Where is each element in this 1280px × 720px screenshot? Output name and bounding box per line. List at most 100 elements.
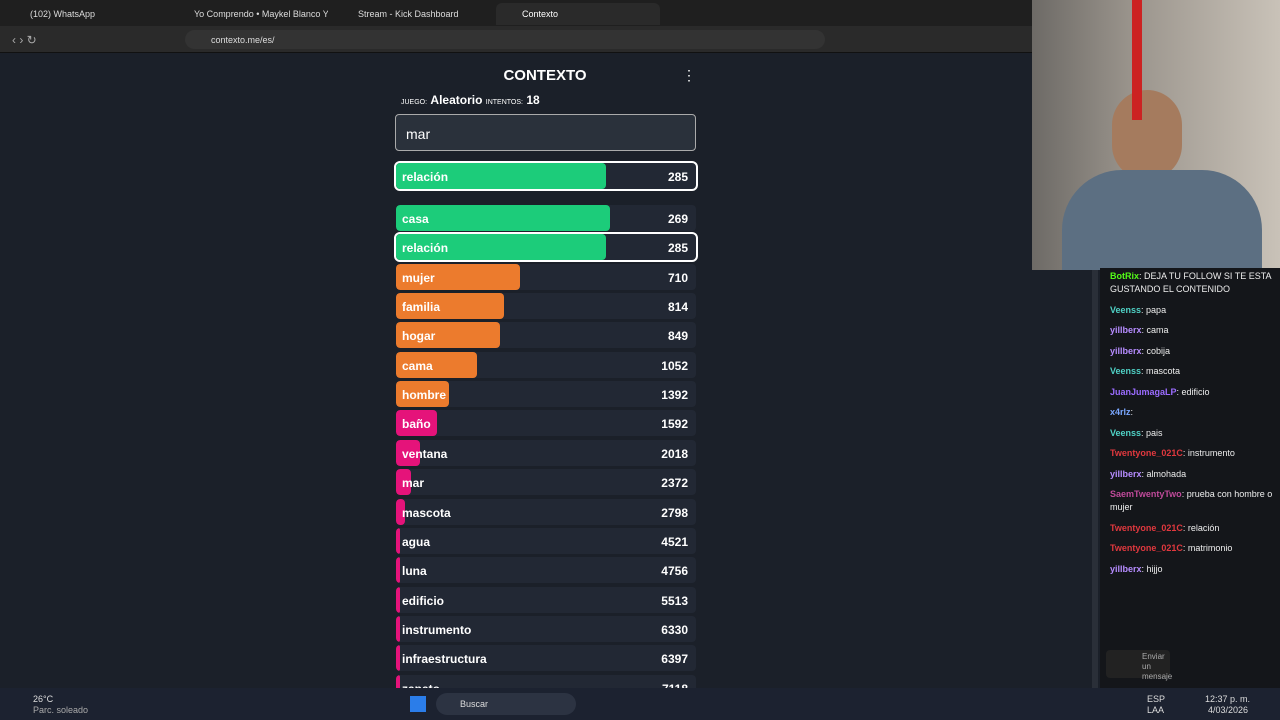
guess-rank: 1052: [661, 358, 688, 373]
username[interactable]: Veenss: [1110, 304, 1142, 315]
guess-word: baño: [402, 417, 431, 432]
username[interactable]: Veenss: [1110, 427, 1142, 438]
guess-rank: 285: [667, 241, 688, 256]
guess-input[interactable]: mar: [395, 114, 696, 151]
colon: :: [1141, 366, 1147, 376]
message-text: papa: [1146, 304, 1167, 315]
input-text: mar: [406, 126, 431, 142]
rank-bar: [396, 469, 412, 496]
guess-row: zapato 7118: [396, 674, 696, 688]
guess-word: hogar: [402, 329, 436, 344]
guess-row: familia 814: [396, 293, 696, 320]
guess-word: relación: [402, 170, 449, 184]
guess-rank: 269: [667, 212, 688, 226]
rank-bar: [396, 498, 406, 525]
chat-message: Veenss: mascota: [1110, 365, 1276, 378]
guess-rank: 285: [667, 170, 688, 184]
message-text: DEJA TU FOLLOW SI TE ESTA GUSTANDO EL CO…: [1110, 271, 1272, 294]
scrollbar: [1092, 53, 1098, 688]
message-text: cobija: [1146, 345, 1171, 356]
guess-rank: 849: [667, 329, 688, 344]
message-text: cama: [1146, 325, 1169, 335]
guess-word: familia: [402, 300, 441, 315]
tab[interactable]: Stream - Kick Dashboard: [358, 9, 459, 19]
username[interactable]: SaemTwentyTwo: [1110, 489, 1182, 499]
temp: 26°C: [33, 694, 54, 704]
shirt: [1062, 170, 1262, 270]
tab[interactable]: (102) WhatsApp: [30, 9, 96, 19]
username[interactable]: x4rlz: [1110, 407, 1131, 417]
username[interactable]: Twentyone_021C: [1110, 543, 1183, 553]
search: Buscar: [460, 699, 489, 709]
username[interactable]: yillberx: [1110, 468, 1142, 479]
menu-button[interactable]: ⋮: [682, 67, 696, 83]
colon: :: [1141, 345, 1147, 356]
chat-input[interactable]: Enviar un mensaje: [1106, 650, 1173, 681]
guess-rank: 814: [667, 300, 688, 315]
guess-rank: 2018: [661, 446, 688, 461]
address-bar: ‹ › ↻ contexto.me/es/: [0, 26, 1032, 53]
rank-bar: [396, 527, 400, 554]
username[interactable]: Twentyone_021C: [1110, 522, 1183, 533]
rank-bar: [396, 645, 400, 672]
search-box[interactable]: Buscar: [436, 693, 576, 715]
tab[interactable]: Yo Comprendo • Maykel Blanco Y: [194, 9, 328, 19]
guess-rank: 5513: [661, 593, 688, 608]
username[interactable]: yillberx: [1110, 325, 1142, 335]
value: Aleatorio: [430, 93, 483, 107]
guess-rank: 4756: [661, 564, 688, 579]
webcam: [1032, 0, 1280, 270]
guess-rank: 710: [667, 270, 688, 285]
username[interactable]: yillberx: [1110, 345, 1142, 356]
rank-bar: [396, 674, 400, 688]
username[interactable]: JuanJumagaLP: [1110, 386, 1177, 397]
message-text: almohada: [1146, 468, 1187, 479]
guess-row: relación 285: [394, 161, 698, 191]
guess-row: edificio 5513: [396, 586, 696, 613]
door: [1132, 0, 1142, 120]
guess-row: baño 1592: [396, 410, 696, 437]
guess-word: ventana: [402, 446, 448, 461]
guess-row: hombre 1392: [396, 381, 696, 408]
guess-word: mujer: [402, 270, 435, 285]
label: JUEGO:: [401, 99, 428, 106]
rank-bar: [396, 234, 607, 261]
guess-rank: 6397: [661, 652, 688, 667]
guess-row: casa 269: [396, 205, 696, 231]
chat-message: BotRix: DEJA TU FOLLOW SI TE ESTA GUSTAN…: [1110, 270, 1276, 296]
rank-bar: [396, 381, 449, 408]
nav-buttons[interactable]: ‹ › ↻: [12, 33, 37, 47]
tab[interactable]: Contexto: [496, 3, 660, 25]
guess-word: cama: [402, 358, 433, 373]
username[interactable]: BotRix: [1110, 271, 1139, 281]
colon: :: [1141, 563, 1147, 574]
rank-bar: [396, 439, 421, 466]
start[interactable]: [410, 696, 426, 712]
game-title: CONTEXTO: [503, 67, 587, 84]
username[interactable]: Veenss: [1110, 366, 1142, 376]
guess-rank: 4521: [661, 534, 688, 549]
username[interactable]: yillberx: [1110, 563, 1142, 574]
guess-rank: 2798: [661, 505, 688, 520]
colon: :: [1182, 543, 1188, 553]
guess-word: edificio: [402, 593, 445, 608]
chat-message: Twentyone_021C: relación: [1110, 522, 1276, 535]
guess-row: mascota 2798: [396, 498, 696, 525]
date: 4/03/2026: [1208, 705, 1249, 715]
guess-rank: 7118: [662, 682, 688, 688]
time: 12:37 p. m.: [1205, 694, 1251, 704]
value: 18: [526, 93, 540, 107]
face: [1112, 90, 1182, 180]
chat-message: SaemTwentyTwo: prueba con hombre o mujer: [1110, 488, 1276, 514]
guess-word: instrumento: [402, 622, 472, 637]
chat-message: yillberx: hijjo: [1110, 563, 1276, 576]
chat-message: Veenss: pais: [1110, 427, 1276, 440]
message-text: relación: [1187, 522, 1220, 533]
placeholder: Enviar un mensaje: [1142, 652, 1173, 681]
guess-word: zapato: [402, 682, 440, 688]
url-field[interactable]: contexto.me/es/: [185, 30, 825, 49]
guess-row: instrumento 6330: [396, 615, 696, 642]
rank-bar: [396, 410, 437, 437]
guess-word: mar: [402, 476, 425, 491]
username[interactable]: Twentyone_021C: [1110, 448, 1183, 458]
